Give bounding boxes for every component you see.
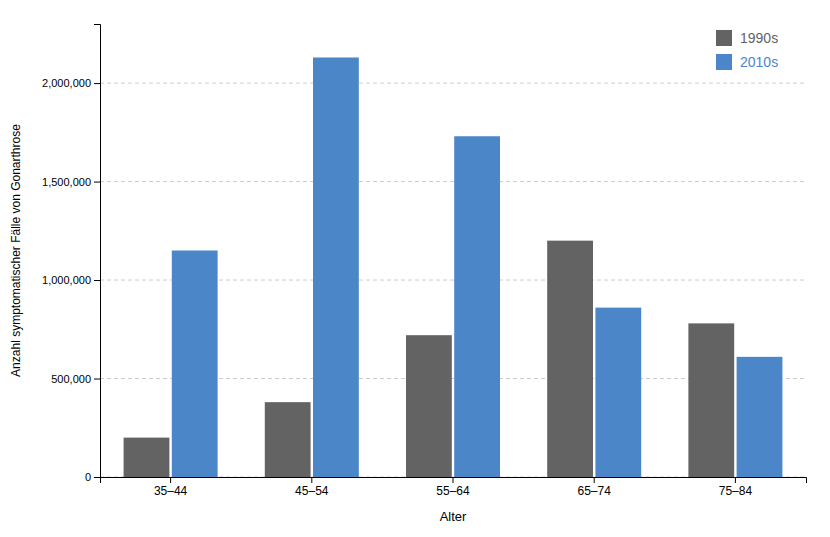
legend: 1990s 2010s [716, 30, 778, 70]
bar [454, 136, 500, 477]
tick-label: 35–44 [154, 484, 188, 498]
tick: 500,000 [51, 373, 100, 385]
tick: 35–44 [154, 477, 188, 498]
legend-item: 1990s [716, 30, 778, 46]
bar [313, 57, 359, 477]
tick: 45–54 [295, 477, 329, 498]
tick-label: 75–84 [719, 484, 753, 498]
legend-item: 2010s [716, 54, 778, 70]
tick-label: 55–64 [436, 484, 470, 498]
tick-mark [594, 477, 595, 483]
tick: 1,500,000 [42, 176, 100, 188]
tick-label: 2,000,000 [42, 77, 91, 89]
tick: 0 [85, 471, 100, 483]
tick-mark [170, 477, 171, 483]
tick-mark [453, 477, 454, 483]
grid-line [100, 181, 806, 182]
bar [124, 438, 170, 477]
grid-line [100, 83, 806, 84]
bar-series [124, 241, 735, 477]
legend-swatch [716, 30, 732, 46]
chart: 0 500,000 1,000,000 1,500,000 2,000,000 35–44… [0, 0, 830, 537]
bar [688, 323, 734, 477]
tick-label: 65–74 [578, 484, 612, 498]
tick-mark [94, 477, 100, 478]
tick-mark [735, 477, 736, 483]
tick: 65–74 [578, 477, 612, 498]
tick-mark [94, 182, 100, 183]
tick-label: 1,500,000 [42, 176, 91, 188]
bar [406, 335, 452, 477]
tick-mark [94, 280, 100, 281]
tick: 55–64 [436, 477, 470, 498]
bar [595, 308, 641, 477]
tick-mark [94, 83, 100, 84]
x-axis: 35–44 45–54 55–64 65–74 75–84 [101, 477, 807, 498]
bar [265, 402, 311, 477]
tick-mark [311, 477, 312, 483]
tick-label: 45–54 [295, 484, 329, 498]
bars [124, 57, 783, 477]
tick-label: 1,000,000 [42, 274, 91, 286]
tick: 75–84 [719, 477, 753, 498]
axis-line [94, 25, 101, 478]
tick-label: 500,000 [51, 373, 91, 385]
legend-swatch [716, 54, 732, 70]
bar [737, 357, 783, 477]
tick: 1,000,000 [42, 274, 100, 286]
tick: 2,000,000 [42, 77, 100, 89]
legend-label: 2010s [740, 54, 778, 70]
grid [100, 83, 806, 477]
tick-label: 0 [85, 471, 91, 483]
axis-line [101, 478, 807, 484]
y-axis-title: Anzahl symptomatischer Fälle von Gonarth… [9, 124, 23, 377]
y-axis: 0 500,000 1,000,000 1,500,000 2,000,000 [42, 25, 100, 484]
tick-mark [94, 379, 100, 380]
bar-series [172, 57, 783, 477]
bar [547, 241, 593, 477]
legend-label: 1990s [740, 30, 778, 46]
plot: 0 500,000 1,000,000 1,500,000 2,000,000 35–44… [42, 25, 806, 498]
x-axis-title: Alter [440, 509, 467, 524]
bar [172, 251, 218, 478]
